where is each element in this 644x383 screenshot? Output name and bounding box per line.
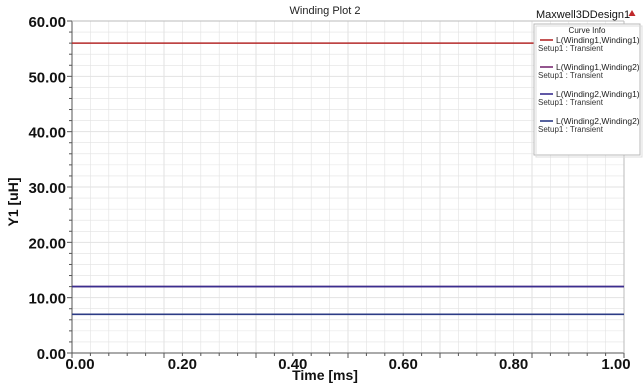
x-tick-label: 0.20: [168, 356, 197, 373]
legend-setup-text: Setup1 : Transient: [538, 98, 604, 107]
legend-setup-text: Setup1 : Transient: [538, 125, 604, 134]
y-tick-label: 40.00: [28, 125, 66, 142]
legend-series-name: L(Winding1,Winding1): [556, 35, 640, 45]
x-tick-labels: 0.00 0.20 0.40 0.60 0.80 1.00: [65, 356, 630, 373]
x-axis-label: Time [ms]: [292, 367, 358, 383]
legend-shadow: [535, 25, 643, 158]
design-marker-icon: [628, 10, 636, 16]
legend[interactable]: Curve Info L(Winding1,Winding1)Setup1 : …: [533, 23, 643, 158]
legend-series-name: L(Winding2,Winding2): [556, 116, 640, 126]
x-tick-label: 0.00: [65, 356, 94, 373]
legend-title: Curve Info: [569, 26, 606, 35]
y-tick-label: 50.00: [28, 69, 66, 86]
x-tick-label: 1.00: [601, 356, 630, 373]
legend-setup-text: Setup1 : Transient: [538, 44, 604, 53]
y-tick-label: 60.00: [28, 14, 66, 31]
y-tick-label: 10.00: [28, 291, 66, 308]
series-lines: [72, 42, 624, 316]
legend-series-name: L(Winding2,Winding1): [556, 89, 640, 99]
design-name: Maxwell3DDesign1: [536, 9, 630, 21]
x-tick-label: 0.80: [499, 356, 528, 373]
legend-box: [533, 23, 641, 156]
y-tick-label: 0.00: [37, 346, 66, 363]
x-tick-label: 0.40: [278, 356, 307, 373]
y-tick-labels: 0.00 10.00 20.00 30.00 40.00 50.00 60.00: [28, 14, 66, 363]
y-tick-label: 30.00: [28, 180, 66, 197]
x-tick-label: 0.60: [389, 356, 418, 373]
plot-title: Winding Plot 2: [290, 5, 361, 17]
legend-series-name: L(Winding1,Winding2): [556, 62, 640, 72]
y-tick-label: 20.00: [28, 235, 66, 252]
axes: [67, 20, 625, 358]
legend-setup-text: Setup1 : Transient: [538, 71, 604, 80]
y-axis-label: Y1 [uH]: [5, 178, 21, 227]
